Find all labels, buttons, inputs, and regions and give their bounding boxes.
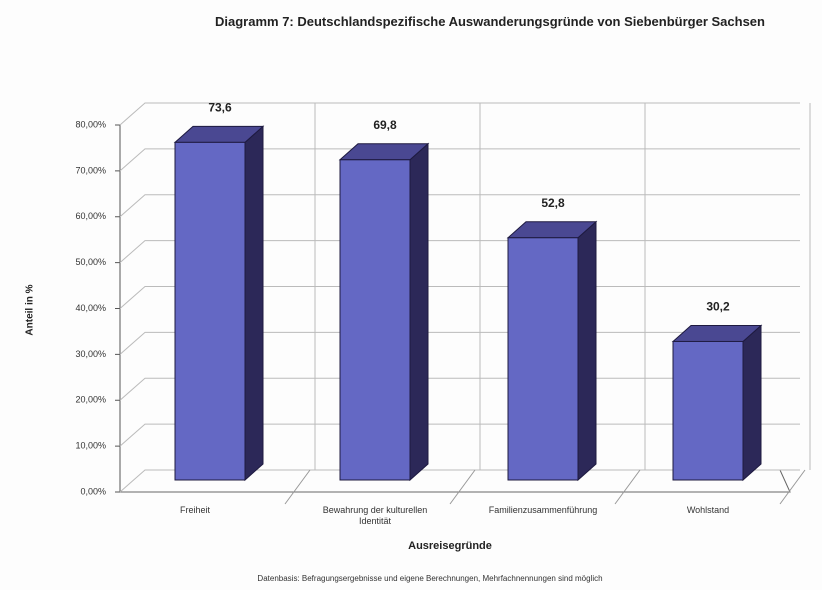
y-tick-label: 50,00%	[75, 257, 106, 267]
x-tick-label: Wohlstand	[686, 505, 730, 515]
y-tick-label: 60,00%	[75, 211, 106, 221]
bar-side	[244, 125, 264, 482]
value-label: 69,8	[373, 118, 397, 132]
y-tick-label: 40,00%	[75, 303, 106, 313]
bar	[672, 340, 744, 481]
floor-divider	[449, 469, 476, 505]
grid-line	[119, 194, 800, 218]
y-tick-label: 30,00%	[75, 349, 106, 359]
chart-title: Diagramm 7: Deutschlandspezifische Auswa…	[215, 14, 765, 29]
x-tick-label: Familienzusammenführung	[488, 505, 598, 515]
grid-line	[119, 148, 800, 172]
floor-divider	[614, 469, 641, 505]
bar-side	[742, 324, 762, 482]
bar	[339, 159, 411, 481]
grid-line	[119, 102, 800, 126]
value-label: 30,2	[706, 300, 730, 314]
value-label: 52,8	[541, 196, 565, 210]
y-tick-label: 0,00%	[80, 486, 106, 496]
bar	[174, 141, 246, 481]
y-tick-label: 20,00%	[75, 395, 106, 405]
y-tick-label: 70,00%	[75, 165, 106, 175]
value-label: 73,6	[208, 101, 232, 115]
y-axis-label: Anteil in %	[25, 284, 36, 335]
footnote: Datenbasis: Befragungsergebnisse und eig…	[257, 574, 603, 583]
x-tick-label: Freiheit	[179, 505, 210, 515]
floor-front	[120, 469, 791, 493]
bar-side	[409, 142, 429, 482]
bar	[507, 237, 579, 481]
bar-side	[577, 220, 597, 482]
x-axis-label: Ausreisegründe	[408, 540, 492, 552]
floor-divider	[779, 469, 806, 505]
x-tick-label: Bewahrung der kulturellen Identität	[322, 505, 428, 526]
y-tick-label: 80,00%	[75, 119, 106, 129]
floor-divider	[284, 469, 311, 505]
y-tick-label: 10,00%	[75, 441, 106, 451]
